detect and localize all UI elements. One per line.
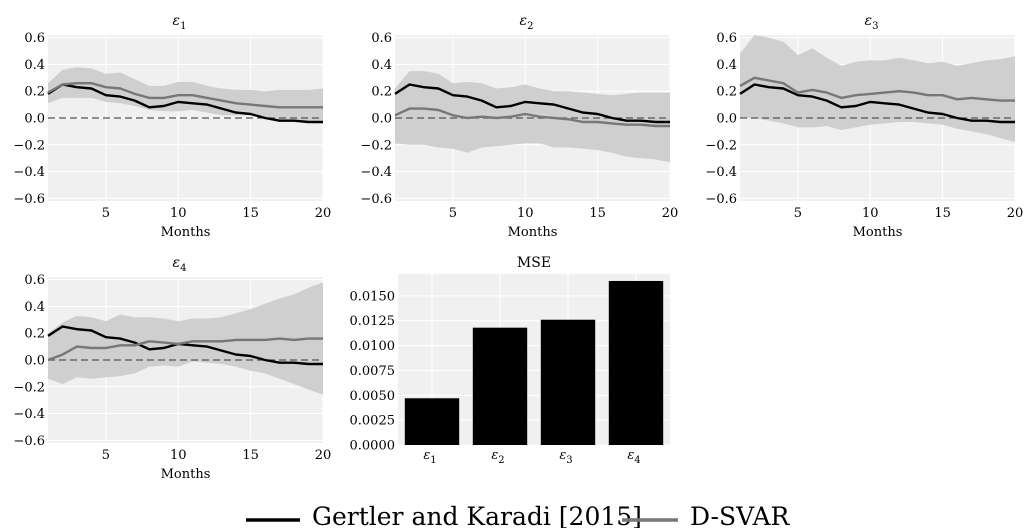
y-tick-label: −0.6	[13, 434, 45, 449]
series-dsvar-line	[47, 337, 323, 362]
x-tick-label: 10	[517, 206, 534, 221]
y-tick-label: 0.0050	[350, 389, 396, 404]
bar	[540, 319, 596, 445]
y-tick-label: 0.6	[24, 31, 45, 46]
x-axis-label: Months	[853, 225, 903, 240]
confidence-band	[48, 282, 323, 395]
y-tick-label: −0.6	[360, 192, 392, 207]
panel-title: ε2	[520, 13, 534, 32]
y-tick-label: 0.4	[24, 58, 45, 73]
y-tick-label: 0.4	[24, 300, 45, 315]
y-tick-label: 0.4	[371, 58, 392, 73]
y-tick-label: 0.0125	[350, 314, 396, 329]
x-tick-label: ε1	[423, 448, 436, 466]
x-tick-label: ε2	[491, 448, 504, 466]
x-tick-label: 5	[449, 206, 457, 221]
x-tick-label: 20	[315, 448, 332, 463]
x-tick-label: 10	[170, 206, 187, 221]
series-gk-line	[739, 83, 1015, 124]
y-tick-label: 0.0	[371, 112, 392, 127]
panel-2: −0.6 −0.4 −0.2 0.0 0.2 0.4 0.6 5 10 15 20 Months ε2	[360, 13, 678, 240]
panel-3: −0.6 −0.4 −0.2 0.0 0.2 0.4 0.6 5 10 15 20 Months ε3	[705, 13, 1023, 240]
y-tick-label: 0.0	[24, 354, 45, 369]
y-tick-label: 0.6	[716, 31, 737, 46]
panel-title: ε4	[173, 255, 187, 274]
y-tick-label: 0.0100	[350, 339, 396, 354]
y-tick-label: −0.4	[360, 165, 392, 180]
y-tick-label: 0.0	[24, 112, 45, 127]
y-tick-label: −0.2	[13, 138, 45, 153]
y-tick-label: 0.2	[24, 85, 45, 100]
y-tick-label: 0.0150	[350, 289, 396, 304]
series-dsvar-line	[394, 107, 670, 128]
x-tick-label: 10	[862, 206, 879, 221]
panel-4: −0.6 −0.4 −0.2 0.0 0.2 0.4 0.6 5 10 15 20 Months ε4	[13, 255, 331, 482]
series-gk-line	[47, 325, 323, 366]
panel-title: ε3	[865, 13, 879, 32]
bar	[608, 280, 664, 445]
legend-gk-label: Gertler and Karadi [2015]	[312, 502, 642, 528]
panel-5: ε1 ε2 ε3 ε4 0.0000 0.0025 0.0050 0.0075 0.0100 0.…	[350, 255, 670, 466]
confidence-band	[395, 71, 670, 163]
x-tick-label: 5	[102, 448, 110, 463]
x-tick-label: ε4	[627, 448, 640, 466]
y-tick-label: 0.6	[371, 31, 392, 46]
bar	[404, 398, 460, 445]
y-tick-label: −0.4	[13, 407, 45, 422]
series-dsvar-line	[739, 76, 1015, 102]
y-tick-label: −0.4	[13, 165, 45, 180]
panel-title: MSE	[517, 255, 551, 271]
series-gk-line	[394, 83, 670, 124]
series-dsvar-line	[47, 81, 323, 109]
y-tick-label: −0.2	[360, 138, 392, 153]
y-tick-label: 0.6	[24, 273, 45, 288]
bar	[472, 327, 528, 445]
x-tick-label: 20	[662, 206, 679, 221]
y-tick-label: 0.0	[716, 112, 737, 127]
legend-dsvar-label: D-SVAR	[690, 502, 790, 528]
y-tick-label: −0.6	[13, 192, 45, 207]
x-tick-label: 20	[1007, 206, 1024, 221]
y-tick-label: −0.4	[705, 165, 737, 180]
y-tick-label: 0.0075	[350, 364, 396, 379]
y-tick-label: 0.2	[371, 85, 392, 100]
x-tick-label: 15	[242, 448, 259, 463]
y-tick-label: 0.2	[24, 327, 45, 342]
x-tick-label: 20	[315, 206, 332, 221]
x-tick-label: 5	[794, 206, 802, 221]
panel-title: ε1	[173, 13, 187, 32]
y-tick-label: 0.2	[716, 85, 737, 100]
y-tick-label: 0.0000	[350, 439, 396, 454]
y-tick-label: 0.0025	[350, 414, 396, 429]
legend: Gertler and Karadi [2015] D-SVAR	[246, 502, 790, 528]
x-tick-label: 15	[242, 206, 259, 221]
y-tick-label: 0.4	[716, 58, 737, 73]
y-tick-label: −0.2	[705, 138, 737, 153]
x-tick-label: ε3	[559, 448, 572, 466]
panel-1: −0.6 −0.4 −0.2 0.0 0.2 0.4 0.6 5 10 15 20 Months ε1	[13, 13, 331, 240]
x-axis-label: Months	[508, 225, 558, 240]
x-tick-label: 15	[589, 206, 606, 221]
x-tick-label: 10	[170, 448, 187, 463]
x-axis-label: Months	[161, 225, 211, 240]
x-tick-label: 5	[102, 206, 110, 221]
y-tick-label: −0.6	[705, 192, 737, 207]
x-tick-label: 15	[934, 206, 951, 221]
y-tick-label: −0.2	[13, 380, 45, 395]
series-gk-line	[47, 83, 323, 124]
x-axis-label: Months	[161, 467, 211, 482]
